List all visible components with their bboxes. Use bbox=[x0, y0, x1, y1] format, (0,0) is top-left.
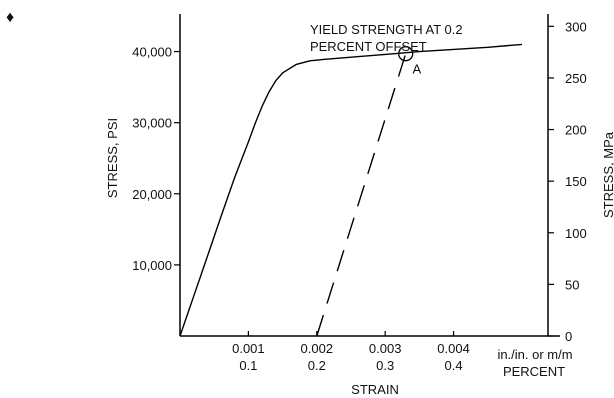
y-right-tick-label: 0 bbox=[565, 329, 572, 344]
x-tick-percent-label: 0.2 bbox=[308, 358, 326, 373]
x-unit-label: in./in. or m/m bbox=[497, 347, 572, 362]
y-left-tick-label: 20,000 bbox=[132, 187, 172, 202]
series-group bbox=[179, 43, 523, 337]
y-right-tick-label: 150 bbox=[565, 174, 587, 189]
x-tick-label: 0.004 bbox=[437, 341, 470, 356]
y-axis-right-title: STRESS, MPa bbox=[601, 131, 614, 218]
y-right-tick-label: 200 bbox=[565, 123, 587, 138]
y-left-tick-label: 30,000 bbox=[132, 116, 172, 131]
yield-annotation-line: PERCENT OFFSET bbox=[310, 39, 427, 54]
x-tick-label: 0.001 bbox=[232, 341, 265, 356]
x-axis-title: STRAIN bbox=[351, 382, 399, 397]
y-right-tick-label: 100 bbox=[565, 226, 587, 241]
y-left-ticks: 10,000 20,000 30,000 40,000 bbox=[132, 45, 180, 273]
x-ticks: 0.001 0.1 0.002 0.2 0.003 0.3 0.004 0.4 bbox=[232, 331, 470, 373]
y-left-tick-label: 10,000 bbox=[132, 258, 172, 273]
y-right-tick-label: 50 bbox=[565, 277, 579, 292]
x-unit-label-percent: PERCENT bbox=[503, 364, 565, 379]
x-tick-percent-label: 0.1 bbox=[239, 358, 257, 373]
stress-strain-curve bbox=[179, 43, 523, 337]
yield-annotation-line: YIELD STRENGTH AT 0.2 bbox=[310, 22, 463, 37]
offset-line bbox=[316, 53, 407, 337]
y-right-tick-label: 300 bbox=[565, 19, 587, 34]
yield-point-marker bbox=[398, 46, 414, 62]
point-a-label: A bbox=[413, 61, 422, 76]
diamond-bullet-icon: ♦ bbox=[6, 9, 14, 26]
x-tick-percent-label: 0.3 bbox=[376, 358, 394, 373]
y-left-tick-label: 40,000 bbox=[132, 45, 172, 60]
y-right-tick-label: 250 bbox=[565, 71, 587, 86]
y-right-ticks: 0 50 100 150 200 250 300 bbox=[548, 19, 587, 344]
x-tick-label: 0.003 bbox=[369, 341, 402, 356]
x-tick-percent-label: 0.4 bbox=[445, 358, 463, 373]
x-tick-label: 0.002 bbox=[301, 341, 334, 356]
annotations-group: YIELD STRENGTH AT 0.2 PERCENT OFFSET A bbox=[310, 22, 463, 77]
y-axis-left-title: STRESS, PSI bbox=[105, 118, 120, 198]
